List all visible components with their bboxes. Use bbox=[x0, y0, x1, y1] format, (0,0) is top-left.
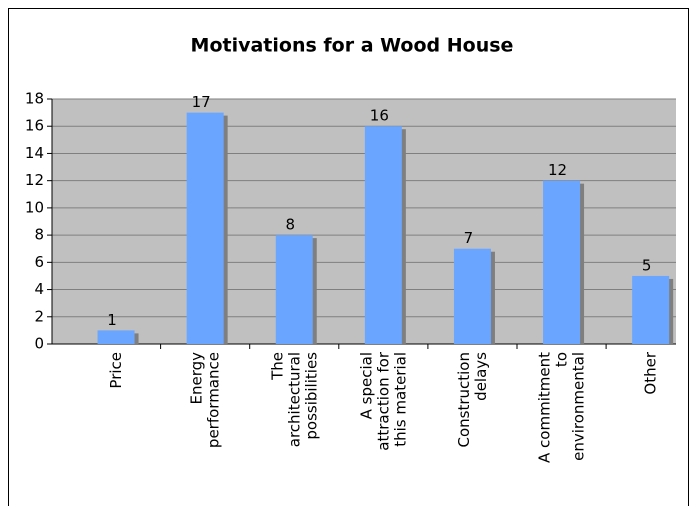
data-label: 17 bbox=[192, 93, 211, 111]
bar bbox=[632, 275, 670, 344]
bar bbox=[364, 126, 402, 344]
y-tick-label: 16 bbox=[25, 117, 44, 135]
y-tick-label: 8 bbox=[34, 226, 44, 244]
x-tick-label: Price bbox=[107, 352, 125, 389]
x-tick-label-line: A special bbox=[357, 352, 375, 419]
y-tick-label: 2 bbox=[34, 307, 44, 325]
bar bbox=[186, 112, 224, 344]
data-label: 7 bbox=[464, 229, 474, 247]
x-tick-label: A commitmenttoenvironmental bbox=[536, 352, 588, 463]
x-tick-label-line: architectural bbox=[285, 352, 303, 447]
x-tick-label-line: A commitment bbox=[536, 352, 554, 463]
y-tick-label: 4 bbox=[34, 280, 44, 298]
data-label: 5 bbox=[642, 256, 652, 274]
x-tick-label-line: Price bbox=[107, 352, 125, 389]
x-tick-label: A specialattraction forthis material bbox=[357, 351, 409, 451]
x-tick-label-line: environmental bbox=[570, 352, 588, 461]
y-tick-label: 10 bbox=[25, 198, 44, 216]
y-tick-label: 6 bbox=[34, 253, 44, 271]
x-tick-label: Thearchitecturalpossibilities bbox=[268, 352, 320, 447]
data-label: 8 bbox=[285, 216, 295, 234]
x-tick-label-line: performance bbox=[205, 352, 223, 448]
data-label: 16 bbox=[370, 107, 389, 125]
x-tick-label-line: Energy bbox=[188, 352, 206, 405]
y-tick-label: 18 bbox=[25, 90, 44, 108]
y-tick-label: 0 bbox=[34, 335, 44, 353]
bar bbox=[275, 235, 313, 344]
y-tick-label: 12 bbox=[25, 171, 44, 189]
bar bbox=[453, 248, 491, 344]
x-tick-label-line: Construction bbox=[455, 352, 473, 448]
x-tick-label-line: to bbox=[553, 352, 571, 367]
y-tick-label: 14 bbox=[25, 144, 44, 162]
x-tick-label-line: Other bbox=[642, 351, 660, 394]
x-tick-label-line: The bbox=[268, 352, 286, 381]
bar bbox=[543, 180, 581, 344]
data-label: 12 bbox=[548, 161, 567, 179]
x-tick-label-line: possibilities bbox=[302, 352, 320, 440]
bar bbox=[97, 330, 135, 344]
x-tick-label: Constructiondelays bbox=[455, 352, 490, 448]
x-tick-label-line: delays bbox=[472, 352, 490, 401]
x-tick-label-line: attraction for bbox=[374, 351, 392, 451]
x-tick-label: Other bbox=[642, 351, 660, 394]
data-label: 1 bbox=[107, 311, 117, 329]
x-tick-label-line: this material bbox=[391, 352, 409, 447]
x-tick-label: Energyperformance bbox=[188, 352, 223, 448]
chart-title: Motivations for a Wood House bbox=[191, 35, 514, 57]
